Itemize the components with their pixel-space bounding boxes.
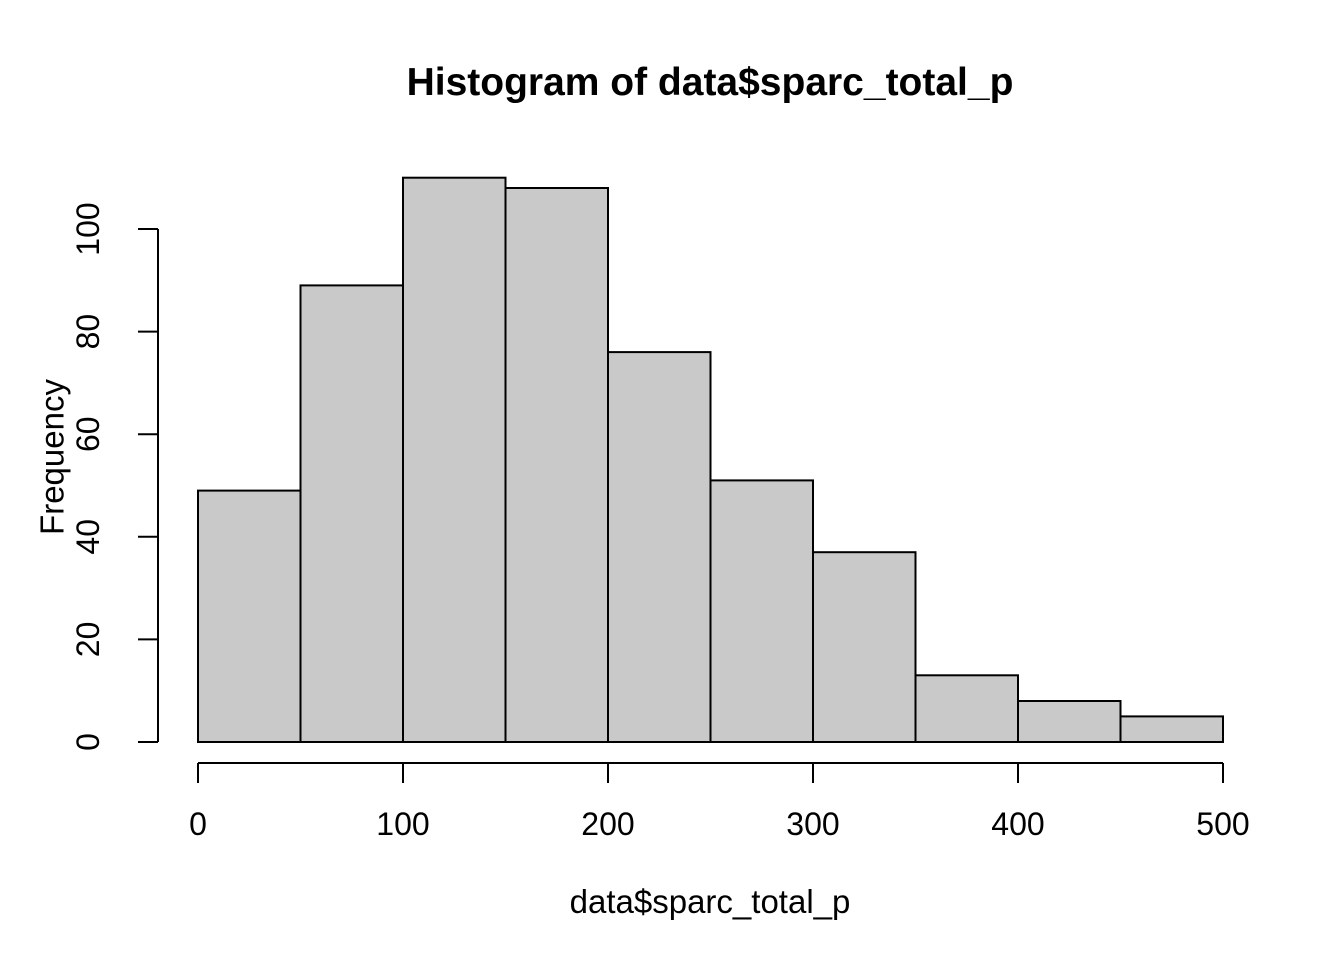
y-tick-label: 80 [70,314,106,350]
histogram-bar [299,284,404,743]
y-axis-group: 0 20 40 60 80 100 [70,202,159,751]
histogram-bars-group [197,176,1224,744]
x-tick-label: 500 [1196,806,1249,842]
x-tick-label: 400 [991,806,1044,842]
y-tick-label: 60 [70,416,106,452]
y-tick-label: 0 [70,733,106,751]
x-axis-title: data$sparc_total_p [570,883,851,920]
x-tick-label: 0 [189,806,207,842]
histogram-bar [504,187,609,743]
y-tick-label: 40 [70,519,106,555]
chart-title: Histogram of data$sparc_total_p [407,61,1014,104]
x-tick-label: 200 [581,806,634,842]
y-tick-label: 100 [70,202,106,255]
histogram-bar [1119,715,1224,744]
histogram-bar [1017,700,1122,743]
x-tick-label: 300 [786,806,839,842]
histogram-bar [197,489,302,743]
histogram-bar [812,551,917,744]
x-tick-label: 100 [376,806,429,842]
histogram-bar [607,351,712,743]
histogram-bar [709,479,814,743]
y-tick-label: 20 [70,622,106,658]
y-axis-title: Frequency [34,379,71,535]
histogram-bar [402,176,507,743]
x-axis-group: 0 100 200 300 400 500 [189,762,1250,842]
histogram-bar [914,674,1019,743]
